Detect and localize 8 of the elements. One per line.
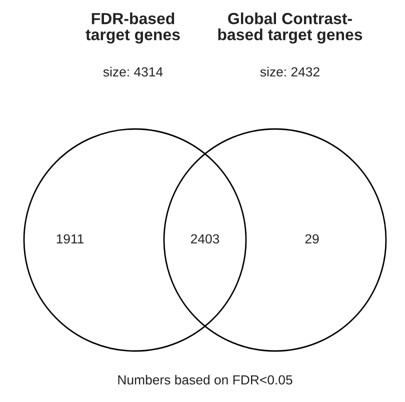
text: Global Contrast- based target genes bbox=[218, 12, 362, 44]
text: FDR-based target genes bbox=[86, 12, 180, 44]
text: size: 2432 bbox=[260, 66, 320, 77]
data-label: 29 bbox=[305, 234, 319, 244]
data-label: 2403 bbox=[190, 234, 220, 244]
data-label: 1911 bbox=[56, 234, 84, 244]
text: Numbers based on FDR<0.05 bbox=[118, 374, 292, 385]
text: size: 4314 bbox=[103, 66, 163, 77]
